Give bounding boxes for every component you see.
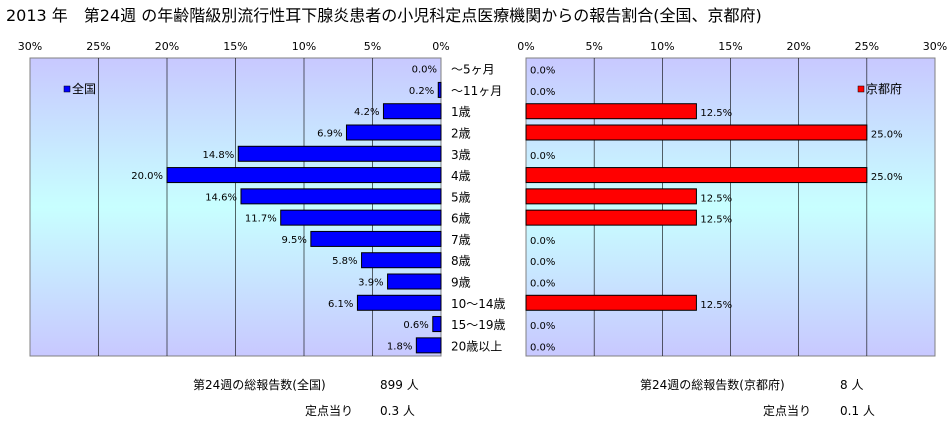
- kyoto-data-label: 0.0%: [530, 321, 555, 332]
- national-data-label: 0.2%: [409, 86, 434, 97]
- national-data-label: 20.0%: [131, 171, 163, 182]
- national-tick-label: 15%: [223, 40, 247, 53]
- category-label: 10～14歳: [451, 297, 506, 311]
- kyoto-tick-label: 30%: [923, 40, 947, 53]
- national-data-label: 6.1%: [328, 299, 353, 310]
- kyoto-data-label: 12.5%: [700, 193, 732, 204]
- national-bar: [166, 167, 442, 184]
- chart-canvas: 30% 25% 20% 15% 10% 5% 0% 0.0% 0.2% 4.2% 6.9% 14.8%…: [18, 40, 947, 357]
- national-data-label: 4.2%: [354, 107, 379, 118]
- national-data-label: 0.0%: [412, 65, 437, 76]
- kyoto-data-label: 0.0%: [530, 236, 555, 247]
- kyoto-legend-swatch: [857, 85, 865, 93]
- kyoto-bar: [525, 124, 868, 141]
- national-bar: [382, 103, 442, 120]
- category-label: ～11ヶ月: [451, 84, 502, 98]
- category-label: 3歳: [451, 148, 471, 162]
- national-data-label: 6.9%: [317, 129, 342, 140]
- national-per-label: 定点当り: [305, 404, 354, 418]
- kyoto-bar: [525, 103, 697, 120]
- kyoto-tick-label: 20%: [786, 40, 810, 53]
- kyoto-data-label: 0.0%: [530, 257, 555, 268]
- category-label: 5歳: [451, 190, 471, 204]
- kyoto-total-label: 第24週の総報告数(京都府): [640, 378, 785, 392]
- category-label: 4歳: [451, 169, 471, 183]
- national-data-label: 0.6%: [403, 320, 428, 331]
- category-label: 8歳: [451, 254, 471, 268]
- kyoto-data-label: 12.5%: [700, 215, 732, 226]
- national-bar: [310, 230, 442, 247]
- national-panel: 30% 25% 20% 15% 10% 5% 0% 0.0% 0.2% 4.2% 6.9% 14.8%…: [18, 40, 450, 357]
- kyoto-data-label: 0.0%: [530, 151, 555, 162]
- kyoto-panel: 0% 5% 10% 15% 20% 25% 30% 0.0% 0.0% 12.5% 25.0% 0.0…: [517, 40, 947, 357]
- national-bar: [415, 337, 442, 354]
- chart-title: 2013 年 第24週 の年齢階級別流行性耳下腺炎患者の小児科定点医療機関からの…: [6, 6, 762, 25]
- national-total-label: 第24週の総報告数(全国): [193, 378, 326, 392]
- category-label: 15～19歳: [451, 318, 506, 332]
- national-bar: [237, 145, 442, 162]
- category-label: 1歳: [451, 105, 471, 119]
- national-bar: [240, 188, 442, 205]
- national-data-label: 11.7%: [245, 214, 277, 225]
- kyoto-tick-label: 25%: [855, 40, 879, 53]
- national-bar: [387, 273, 442, 290]
- national-bar: [280, 209, 442, 226]
- category-labels: ～5ヶ月 ～11ヶ月 1歳 2歳 3歳 4歳 5歳 6歳 7歳 8歳 9歳 10～14歳 15～19歳 2…: [451, 63, 506, 354]
- kyoto-data-label: 0.0%: [530, 342, 555, 353]
- national-tick-label: 20%: [155, 40, 179, 53]
- kyoto-tick-label: 5%: [585, 40, 602, 53]
- national-tick-label: 25%: [86, 40, 110, 53]
- kyoto-tick-label: 10%: [650, 40, 674, 53]
- kyoto-data-label: 25.0%: [871, 130, 903, 141]
- category-label: 20歳以上: [451, 339, 502, 353]
- kyoto-data-label: 12.5%: [700, 300, 732, 311]
- national-total-value: 899 人: [380, 378, 419, 392]
- national-data-label: 9.5%: [281, 235, 306, 246]
- kyoto-data-label: 25.0%: [871, 172, 903, 183]
- category-label: 6歳: [451, 212, 471, 226]
- category-label: 9歳: [451, 276, 471, 290]
- kyoto-per-label: 定点当り: [763, 404, 812, 418]
- kyoto-per-value: 0.1 人: [840, 404, 875, 418]
- national-tick-label: 30%: [18, 40, 42, 53]
- national-tick-label: 10%: [292, 40, 316, 53]
- national-data-label: 14.8%: [202, 150, 234, 161]
- category-label: 7歳: [451, 233, 471, 247]
- kyoto-tick-label: 0%: [517, 40, 534, 53]
- kyoto-tick-label: 15%: [718, 40, 742, 53]
- national-data-label: 1.8%: [387, 341, 412, 352]
- national-bar: [356, 294, 442, 311]
- national-per-value: 0.3 人: [380, 404, 415, 418]
- national-tick-label: 0%: [432, 40, 449, 53]
- kyoto-bar: [525, 209, 697, 226]
- kyoto-data-label: 12.5%: [700, 108, 732, 119]
- national-bar: [345, 124, 442, 141]
- national-legend-label: 全国: [72, 81, 96, 96]
- kyoto-bar: [525, 167, 868, 184]
- kyoto-bar: [525, 188, 697, 205]
- category-label: ～5ヶ月: [451, 63, 495, 77]
- kyoto-data-label: 0.0%: [530, 279, 555, 290]
- kyoto-data-label: 0.0%: [530, 87, 555, 98]
- national-data-label: 14.6%: [205, 192, 237, 203]
- national-legend-swatch: [63, 85, 71, 93]
- national-data-label: 5.8%: [332, 256, 357, 267]
- kyoto-data-label: 0.0%: [530, 66, 555, 77]
- kyoto-legend-label: 京都府: [866, 81, 902, 96]
- national-bar: [361, 252, 442, 269]
- national-bar: [432, 316, 442, 333]
- kyoto-total-value: 8 人: [840, 378, 864, 392]
- national-data-label: 3.9%: [358, 278, 383, 289]
- kyoto-bar: [525, 294, 697, 311]
- category-label: 2歳: [451, 127, 471, 141]
- national-tick-label: 5%: [364, 40, 381, 53]
- national-bar: [437, 81, 442, 98]
